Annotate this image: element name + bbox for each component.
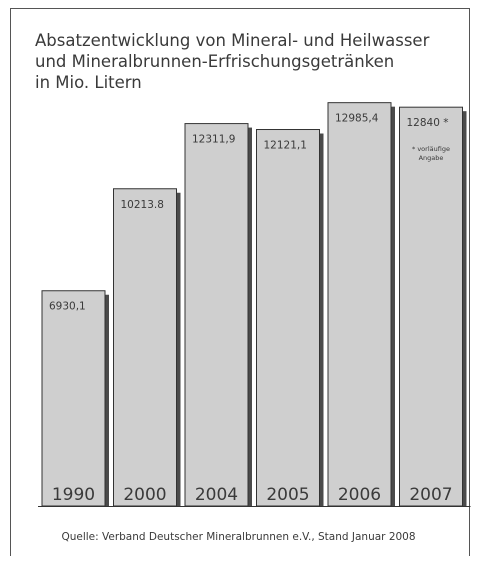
chart-title-line-2: und Mineralbrunnen-Erfrischungsgetränken xyxy=(35,52,395,71)
category-label-1990: 1990 xyxy=(52,485,95,505)
category-label-2007: 2007 xyxy=(409,485,452,505)
bar-2000 xyxy=(113,188,177,507)
category-label-2000: 2000 xyxy=(123,485,166,505)
frame-top-border xyxy=(10,8,470,9)
category-label-2006: 2006 xyxy=(338,485,381,505)
frame-right-border xyxy=(469,8,470,556)
value-label-2006: 12985,4 xyxy=(335,113,379,125)
bar-2007 xyxy=(399,106,463,507)
category-label-2005: 2005 xyxy=(266,485,309,505)
bar-2005 xyxy=(256,129,320,507)
value-label-2005: 12121,1 xyxy=(264,140,307,152)
category-label-2004: 2004 xyxy=(195,485,238,505)
frame-left-border xyxy=(10,8,11,556)
source-note: Quelle: Verband Deutscher Mineralbrunnen… xyxy=(61,531,416,543)
footnote-line-1: * vorläufige xyxy=(412,145,450,153)
value-label-2000: 10213.8 xyxy=(121,199,164,211)
value-label-1990: 6930,1 xyxy=(49,301,86,313)
value-label-2004: 12311,9 xyxy=(192,134,235,146)
bar-2006 xyxy=(327,102,392,507)
footnote-line-2: Angabe xyxy=(419,154,444,162)
bar-1990 xyxy=(41,290,106,507)
chart-title: Absatzentwicklung von Mineral- und Heilw… xyxy=(35,30,465,93)
value-label-2007: 12840 * xyxy=(407,117,449,129)
bar-2004 xyxy=(184,123,249,507)
chart-title-line-3: in Mio. Litern xyxy=(35,73,142,92)
chart-title-line-1: Absatzentwicklung von Mineral- und Heilw… xyxy=(35,31,430,50)
